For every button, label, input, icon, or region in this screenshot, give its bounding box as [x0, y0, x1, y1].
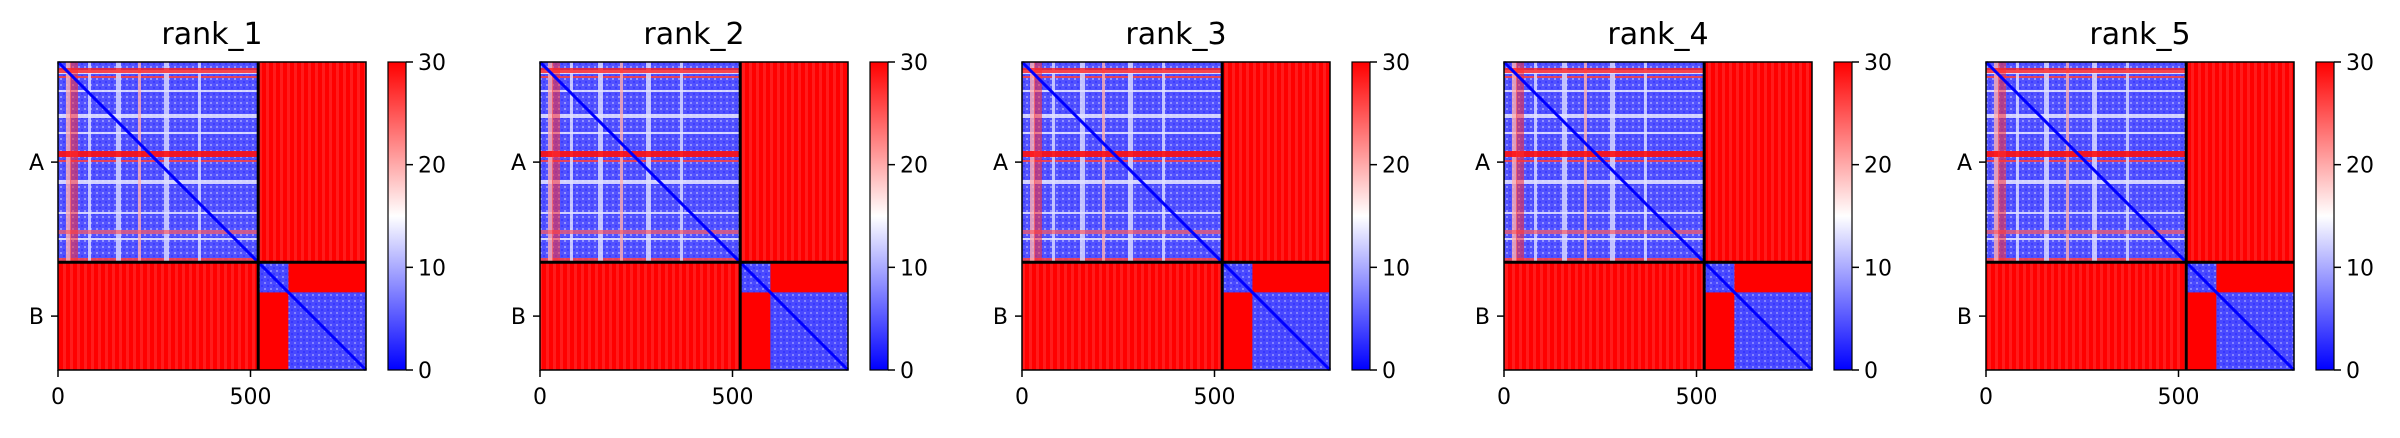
chain-a-block [1020, 60, 1224, 264]
colorbar-tick-label: 30 [1864, 51, 1892, 76]
chain-a-block [1984, 60, 2188, 264]
colorbar-tick-label: 30 [2346, 51, 2374, 76]
y-tick-label: B [1475, 305, 1490, 330]
colorbar-tick-label: 10 [900, 256, 928, 281]
chain-b-block [1221, 261, 1332, 372]
chain-a-block [56, 60, 260, 264]
panel-title: rank_5 [2089, 17, 2190, 52]
heatmap-panel-5: rank_5 A B 0 500 0 10 20 30 [1957, 17, 2374, 410]
colorbar-tick-label: 0 [418, 359, 432, 384]
panel-title: rank_4 [1607, 17, 1708, 52]
colorbar: 0 10 20 30 [2315, 51, 2374, 384]
chain-a-block [538, 60, 742, 264]
colorbar-tick-label: 30 [1382, 51, 1410, 76]
axes-frame [1021, 61, 1331, 371]
y-tick-label: A [1475, 151, 1490, 176]
x-tick-label: 500 [2158, 385, 2200, 410]
x-tick-label: 0 [1015, 385, 1029, 410]
colorbar-tick-label: 10 [1864, 256, 1892, 281]
heatmap-panel-3: rank_3 A B 0 500 0 10 20 30 [993, 17, 1410, 410]
y-tick-label: A [993, 151, 1008, 176]
x-tick-label: 500 [712, 385, 754, 410]
colorbar-tick-label: 20 [1382, 154, 1410, 179]
chain-b-block [1703, 261, 1814, 372]
colorbar: 0 10 20 30 [387, 51, 446, 384]
x-tick-label: 0 [533, 385, 547, 410]
inter-chain-blocks [58, 62, 366, 370]
inter-chain-blocks [1986, 62, 2294, 370]
chain-b-block [2185, 261, 2296, 372]
colorbar-tick-label: 20 [900, 154, 928, 179]
colorbar-tick-label: 20 [1864, 154, 1892, 179]
axes-frame [1985, 61, 2295, 371]
colorbar: 0 10 20 30 [1833, 51, 1892, 384]
y-tick-label: A [511, 151, 526, 176]
y-tick-label: B [29, 305, 44, 330]
colorbar-tick-label: 0 [1864, 359, 1878, 384]
heatmap-panel-1: rank_1 A B 0 500 0 10 20 30 [29, 17, 446, 410]
colorbar-tick-label: 0 [2346, 359, 2360, 384]
colorbar-tick-label: 10 [1382, 256, 1410, 281]
colorbar: 0 10 20 30 [1351, 51, 1410, 384]
inter-chain-blocks [1504, 62, 1812, 370]
colorbar-tick-label: 0 [1382, 359, 1396, 384]
y-tick-label: A [29, 151, 44, 176]
y-tick-label: B [511, 305, 526, 330]
panel-title: rank_1 [161, 17, 262, 52]
x-tick-label: 500 [230, 385, 272, 410]
chain-b-block [257, 261, 368, 372]
heatmap-panel-4: rank_4 A B 0 500 0 10 20 30 [1475, 17, 1892, 410]
axes-frame [57, 61, 367, 371]
colorbar-tick-label: 20 [418, 154, 446, 179]
y-tick-label: B [993, 305, 1008, 330]
x-tick-label: 0 [51, 385, 65, 410]
x-tick-label: 0 [1497, 385, 1511, 410]
x-tick-label: 0 [1979, 385, 1993, 410]
heatmap-panel-2: rank_2 A B 0 500 0 10 20 30 [511, 17, 928, 410]
y-tick-label: B [1957, 305, 1972, 330]
colorbar-tick-label: 10 [418, 256, 446, 281]
colorbar-tick-label: 20 [2346, 154, 2374, 179]
axes-frame [1503, 61, 1813, 371]
chain-b-block [739, 261, 850, 372]
axes-frame [539, 61, 849, 371]
inter-chain-blocks [540, 62, 848, 370]
x-tick-label: 500 [1194, 385, 1236, 410]
colorbar-tick-label: 30 [900, 51, 928, 76]
colorbar-tick-label: 30 [418, 51, 446, 76]
x-tick-label: 500 [1676, 385, 1718, 410]
colorbar: 0 10 20 30 [869, 51, 928, 384]
panel-title: rank_3 [1125, 17, 1226, 52]
chain-a-block [1502, 60, 1706, 264]
inter-chain-blocks [1022, 62, 1330, 370]
y-tick-label: A [1957, 151, 1972, 176]
colorbar-tick-label: 0 [900, 359, 914, 384]
colorbar-tick-label: 10 [2346, 256, 2374, 281]
panel-title: rank_2 [643, 17, 744, 52]
